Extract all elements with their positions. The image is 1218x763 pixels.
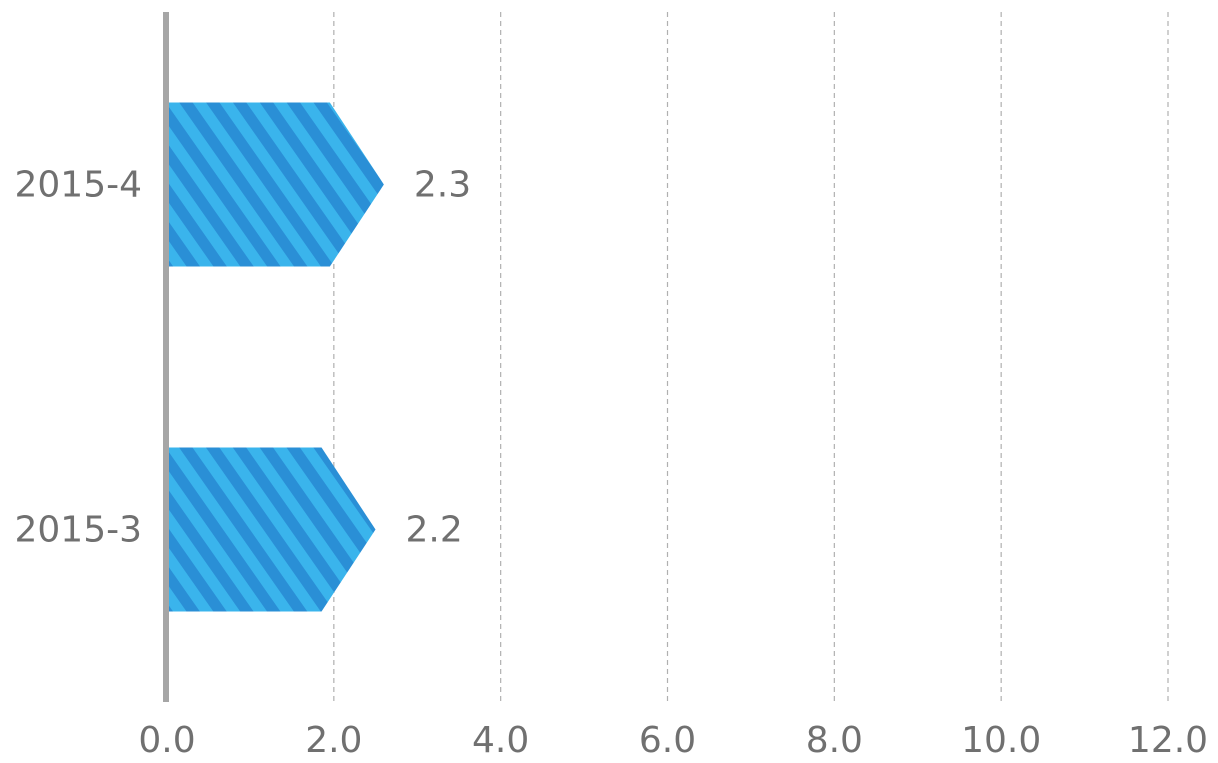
x-tick-label: 12.0 <box>1128 720 1208 761</box>
x-tick-label: 2.0 <box>305 720 362 761</box>
gridlines <box>333 12 1169 702</box>
category-label: 2015-3 <box>14 510 142 551</box>
data-label: 2.2 <box>406 510 463 551</box>
x-tick-label: 4.0 <box>472 720 529 761</box>
data-label: 2.3 <box>414 165 471 206</box>
labels: 0.0 2.0 4.0 6.0 8.0 10.0 12.0 2015-4 2.3 2015-3 2.… <box>14 165 1208 762</box>
category-label: 2015-4 <box>14 165 142 206</box>
bar <box>167 102 384 267</box>
x-tick-label: 0.0 <box>138 720 195 761</box>
bars <box>167 102 384 612</box>
x-tick-label: 8.0 <box>806 720 863 761</box>
x-tick-label: 6.0 <box>639 720 696 761</box>
x-tick-label: 10.0 <box>961 720 1041 761</box>
bar <box>167 447 376 612</box>
